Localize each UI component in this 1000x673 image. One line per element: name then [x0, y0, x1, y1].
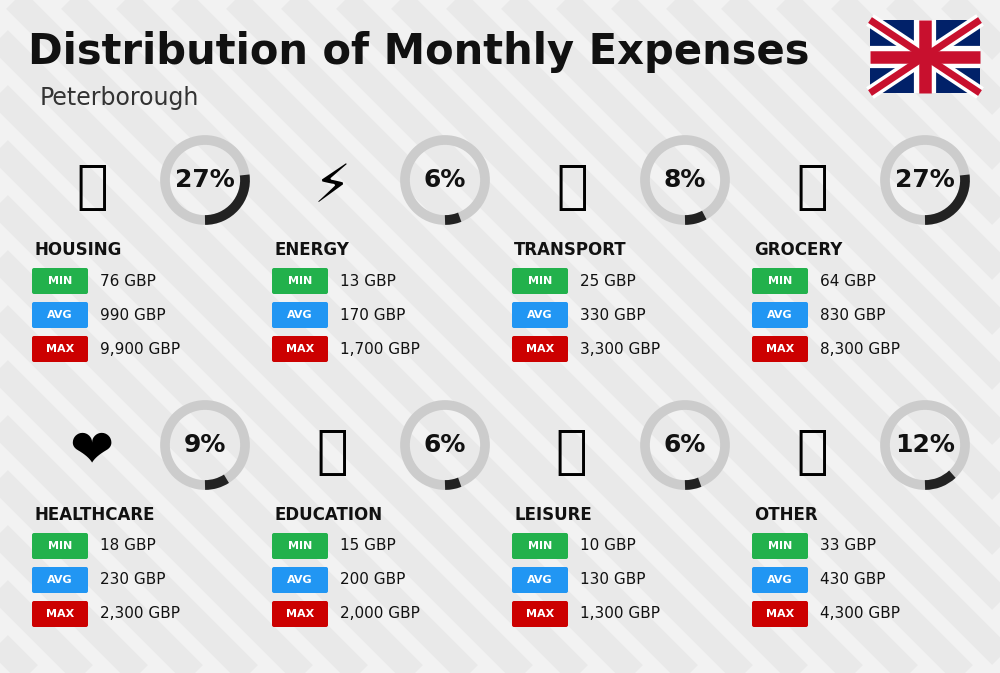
Text: ⚡: ⚡ [314, 161, 351, 213]
FancyBboxPatch shape [32, 533, 88, 559]
FancyBboxPatch shape [272, 336, 328, 362]
Text: OTHER: OTHER [754, 506, 818, 524]
Text: 8%: 8% [664, 168, 706, 192]
FancyBboxPatch shape [870, 20, 980, 93]
Text: 76 GBP: 76 GBP [100, 273, 156, 289]
FancyBboxPatch shape [272, 601, 328, 627]
FancyBboxPatch shape [512, 302, 568, 328]
Text: 170 GBP: 170 GBP [340, 308, 405, 322]
FancyBboxPatch shape [32, 601, 88, 627]
FancyBboxPatch shape [752, 302, 808, 328]
Text: AVG: AVG [287, 310, 313, 320]
Text: GROCERY: GROCERY [754, 241, 842, 259]
FancyBboxPatch shape [32, 302, 88, 328]
Text: 6%: 6% [424, 168, 466, 192]
Text: 430 GBP: 430 GBP [820, 573, 886, 588]
Text: 830 GBP: 830 GBP [820, 308, 886, 322]
Text: MAX: MAX [766, 609, 794, 619]
Text: MIN: MIN [768, 541, 792, 551]
Text: 18 GBP: 18 GBP [100, 538, 156, 553]
FancyBboxPatch shape [272, 533, 328, 559]
Text: 2,000 GBP: 2,000 GBP [340, 606, 420, 621]
Text: 4,300 GBP: 4,300 GBP [820, 606, 900, 621]
Text: HEALTHCARE: HEALTHCARE [34, 506, 154, 524]
Text: 🏢: 🏢 [76, 161, 108, 213]
Text: 💰: 💰 [796, 426, 828, 478]
Text: TRANSPORT: TRANSPORT [514, 241, 627, 259]
Text: AVG: AVG [527, 575, 553, 585]
FancyBboxPatch shape [32, 567, 88, 593]
Text: MIN: MIN [768, 276, 792, 286]
Text: AVG: AVG [527, 310, 553, 320]
Text: MIN: MIN [48, 276, 72, 286]
Text: 10 GBP: 10 GBP [580, 538, 636, 553]
FancyBboxPatch shape [272, 268, 328, 294]
FancyBboxPatch shape [32, 268, 88, 294]
Text: MAX: MAX [526, 344, 554, 354]
Text: 3,300 GBP: 3,300 GBP [580, 341, 660, 357]
FancyBboxPatch shape [512, 268, 568, 294]
Text: 64 GBP: 64 GBP [820, 273, 876, 289]
Text: ENERGY: ENERGY [274, 241, 349, 259]
Text: 27%: 27% [175, 168, 235, 192]
FancyBboxPatch shape [272, 302, 328, 328]
FancyBboxPatch shape [752, 567, 808, 593]
Text: 15 GBP: 15 GBP [340, 538, 396, 553]
FancyBboxPatch shape [752, 601, 808, 627]
Text: 330 GBP: 330 GBP [580, 308, 646, 322]
Text: MAX: MAX [526, 609, 554, 619]
FancyBboxPatch shape [752, 533, 808, 559]
Text: MAX: MAX [46, 609, 74, 619]
FancyBboxPatch shape [752, 336, 808, 362]
Text: Peterborough: Peterborough [40, 86, 199, 110]
FancyBboxPatch shape [512, 533, 568, 559]
Text: MAX: MAX [46, 344, 74, 354]
Text: 27%: 27% [895, 168, 955, 192]
Text: MIN: MIN [528, 276, 552, 286]
Text: LEISURE: LEISURE [514, 506, 592, 524]
Text: 1,300 GBP: 1,300 GBP [580, 606, 660, 621]
Text: MAX: MAX [766, 344, 794, 354]
Text: 8,300 GBP: 8,300 GBP [820, 341, 900, 357]
Text: 6%: 6% [424, 433, 466, 457]
Text: MAX: MAX [286, 344, 314, 354]
Text: MIN: MIN [48, 541, 72, 551]
Text: 🛒: 🛒 [796, 161, 828, 213]
Text: AVG: AVG [47, 575, 73, 585]
FancyBboxPatch shape [512, 336, 568, 362]
Text: MIN: MIN [288, 541, 312, 551]
Text: 🎓: 🎓 [316, 426, 348, 478]
Text: 33 GBP: 33 GBP [820, 538, 876, 553]
Text: 25 GBP: 25 GBP [580, 273, 636, 289]
FancyBboxPatch shape [752, 268, 808, 294]
Text: 6%: 6% [664, 433, 706, 457]
Text: 12%: 12% [895, 433, 955, 457]
Text: 1,700 GBP: 1,700 GBP [340, 341, 420, 357]
Text: ❤️: ❤️ [70, 426, 114, 478]
FancyBboxPatch shape [512, 567, 568, 593]
Text: 130 GBP: 130 GBP [580, 573, 646, 588]
Text: AVG: AVG [767, 310, 793, 320]
Text: 2,300 GBP: 2,300 GBP [100, 606, 180, 621]
Text: AVG: AVG [47, 310, 73, 320]
Text: 🚌: 🚌 [556, 161, 588, 213]
Text: HOUSING: HOUSING [34, 241, 121, 259]
Text: 200 GBP: 200 GBP [340, 573, 405, 588]
Text: 230 GBP: 230 GBP [100, 573, 166, 588]
Text: MIN: MIN [288, 276, 312, 286]
FancyBboxPatch shape [512, 601, 568, 627]
Text: EDUCATION: EDUCATION [274, 506, 382, 524]
Text: 9,900 GBP: 9,900 GBP [100, 341, 180, 357]
Text: 990 GBP: 990 GBP [100, 308, 166, 322]
Text: Distribution of Monthly Expenses: Distribution of Monthly Expenses [28, 31, 810, 73]
Text: MIN: MIN [528, 541, 552, 551]
Text: 13 GBP: 13 GBP [340, 273, 396, 289]
Text: 9%: 9% [184, 433, 226, 457]
Text: 🛍️: 🛍️ [556, 426, 588, 478]
Text: MAX: MAX [286, 609, 314, 619]
FancyBboxPatch shape [32, 336, 88, 362]
FancyBboxPatch shape [272, 567, 328, 593]
Text: AVG: AVG [287, 575, 313, 585]
Text: AVG: AVG [767, 575, 793, 585]
